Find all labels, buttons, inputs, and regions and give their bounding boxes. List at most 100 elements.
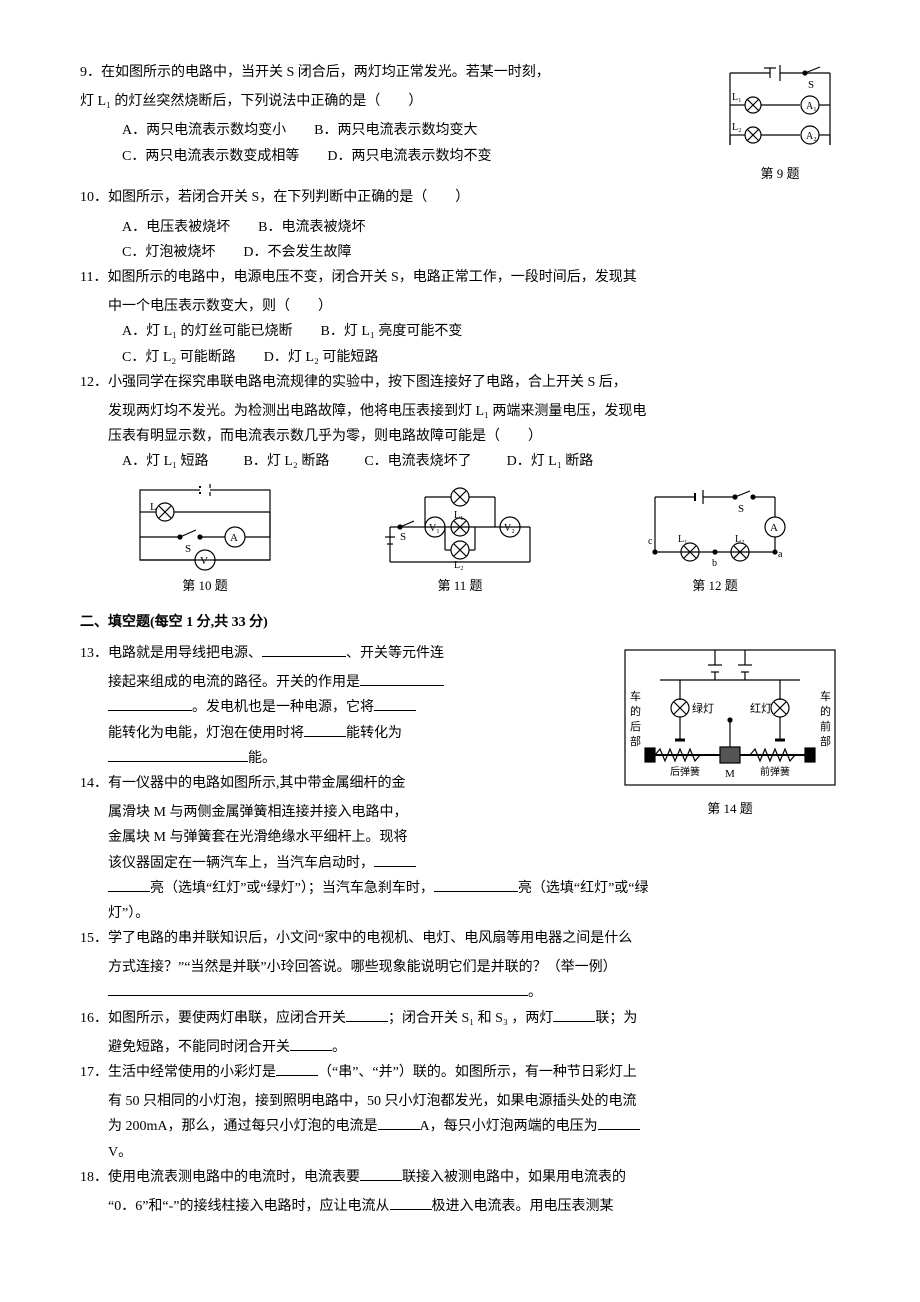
- q13-t5: 能转化为电能，灯泡在使用时将: [108, 726, 304, 741]
- q11-figure-label: 第 11 题: [437, 574, 482, 597]
- q11-text-a: 如图所示的电路中，电源电压不变，闭合开关 S，电路正常工作，一段时间后，发现其: [107, 270, 636, 285]
- q15-t3: 。: [528, 985, 542, 1000]
- svg-text:前: 前: [820, 719, 831, 733]
- svg-text:L₁: L₁: [732, 92, 742, 103]
- q11-text-b: 中一个电压表示数变大，则（ ）: [80, 294, 840, 319]
- section2-title: 二、填空题(每空 1 分,共 33 分): [80, 610, 840, 635]
- blank: [360, 671, 444, 686]
- svg-text:后: 后: [630, 720, 641, 733]
- q14-t6: 亮（选填“红灯”或“绿: [518, 881, 649, 896]
- q9-figure-label: 第 9 题: [760, 162, 799, 185]
- q15: 15．学了电路的串并联知识后，小文问“家中的电视机、电灯、电风扇等用电器之间是什…: [80, 926, 840, 951]
- q9-text-a: 在如图所示的电路中，当开关 S 闭合后，两灯均正常发光。若某一时刻，: [101, 65, 550, 80]
- q10-optC: C．灯泡被烧坏: [122, 240, 215, 265]
- svg-text:部: 部: [630, 734, 641, 748]
- q9-optA: A．两只电流表示数均变小: [122, 118, 286, 143]
- q11-options-row2: C．灯 L₂ 可能断路 D．灯 L₂ 可能短路: [80, 345, 840, 370]
- q10: 10．如图所示，若闭合开关 S，在下列判断中正确的是（ ）: [80, 185, 840, 210]
- q14-t7: 灯”）。: [80, 901, 840, 926]
- q14-t5: 亮（选填“红灯”或“绿灯”）；当汽车急刹车时，: [150, 881, 434, 896]
- blank: [108, 747, 248, 762]
- svg-text:的: 的: [820, 704, 831, 718]
- svg-text:车: 车: [630, 689, 641, 703]
- svg-text:V₂: V₂: [504, 523, 515, 534]
- q17-t5: A，每只小灯泡两端的电压为: [420, 1119, 598, 1134]
- svg-text:S: S: [185, 543, 191, 555]
- q13-t2: 、开关等元件连: [346, 646, 444, 661]
- q17-t1: 生活中经常使用的小彩灯是: [108, 1065, 276, 1080]
- q12-circuit-svg: S A c b a L₁ L₂: [640, 482, 790, 572]
- q17-line3: 为 200mA，那么，通过每只小灯泡的电流是 A，每只小灯泡两端的电压为: [80, 1114, 840, 1139]
- q9-optD: D．两只电流表示数均不变: [327, 144, 491, 169]
- svg-text:红灯: 红灯: [750, 702, 772, 715]
- q14-line4: 该仪器固定在一辆汽车上，当汽车启动时，: [80, 851, 840, 876]
- blank: [598, 1115, 640, 1130]
- q15-line3: 。: [80, 980, 840, 1005]
- q15-t2: 方式连接？”“当然是并联”小玲回答说。哪些现象能说明它们是并联的？（举一例）: [80, 955, 840, 980]
- q10-options-row2: C．灯泡被烧坏 D．不会发生故障: [80, 240, 840, 265]
- svg-text:L: L: [150, 501, 157, 513]
- svg-text:后弹簧: 后弹簧: [670, 765, 700, 778]
- q13-t3: 接起来组成的电流的路径。开关的作用是: [108, 675, 360, 690]
- svg-text:S: S: [808, 79, 814, 91]
- q16-t5: 。: [332, 1040, 346, 1055]
- svg-text:部: 部: [820, 734, 831, 748]
- q14-circuit-svg: 绿灯 红灯 M 后弹簧 前弹簧 车 的 后 部 车 的: [620, 645, 840, 795]
- q14-t1: 有一仪器中的电路如图所示,其中带金属细杆的金: [108, 776, 406, 791]
- q10-figure-label: 第 10 题: [182, 574, 228, 597]
- q16-t4: 避免短路，不能同时闭合开关: [108, 1040, 290, 1055]
- q12-optB: B．灯 L₂ 断路: [244, 449, 330, 474]
- svg-text:A₁: A₁: [806, 101, 817, 112]
- q13-t6: 能转化为: [346, 726, 402, 741]
- blank: [374, 852, 416, 867]
- q18-t3: “0．6”和“-”的接线柱接入电路时，应让电流从: [108, 1199, 390, 1214]
- blank: [346, 1007, 388, 1022]
- q12-optD: D．灯 L₁ 断路: [507, 449, 594, 474]
- svg-text:的: 的: [630, 704, 641, 718]
- blank: [378, 1115, 420, 1130]
- svg-text:S: S: [400, 531, 406, 543]
- q11-num: 11．: [80, 270, 107, 285]
- q9-options-row1: A．两只电流表示数均变小 B．两只电流表示数均变大: [80, 118, 710, 143]
- svg-text:A: A: [230, 532, 238, 544]
- q13-t7: 能。: [248, 751, 276, 766]
- q11-optD: D．灯 L₂ 可能短路: [264, 345, 379, 370]
- q13-t1: 电路就是用导线把电源、: [108, 646, 262, 661]
- q9-optB: B．两只电流表示数均变大: [314, 118, 477, 143]
- q10-circuit-svg: L S A V: [130, 482, 280, 572]
- svg-text:M: M: [725, 768, 735, 780]
- q12-num: 12．: [80, 375, 108, 390]
- svg-text:a: a: [778, 549, 783, 560]
- svg-text:A: A: [770, 522, 778, 534]
- q16-t2: ；闭合开关 S₁ 和 S₃ ，两灯: [388, 1011, 553, 1026]
- q11-optC: C．灯 L₂ 可能断路: [122, 345, 236, 370]
- svg-text:b: b: [712, 558, 717, 569]
- svg-text:L₂: L₂: [735, 534, 745, 545]
- q10-figure: L S A V 第 10 题: [130, 482, 280, 597]
- q14-num: 14．: [80, 776, 108, 791]
- q17-t2: （“串”、“并”）联的。如图所示，有一种节日彩灯上: [318, 1065, 637, 1080]
- q16-line2: 避免短路，不能同时闭合开关 。: [80, 1035, 840, 1060]
- q10-optA: A．电压表被烧坏: [122, 215, 230, 240]
- q18-num: 18．: [80, 1170, 108, 1185]
- q10-text: 如图所示，若闭合开关 S，在下列判断中正确的是（ ）: [108, 190, 469, 205]
- blank: [553, 1007, 595, 1022]
- blank: [108, 696, 192, 711]
- q10-options-row1: A．电压表被烧坏 B．电流表被烧坏: [80, 215, 840, 240]
- q12-text-b: 发现两灯均不发光。为检测出电路故障，他将电压表接到灯 L₁ 两端来测量电压，发现…: [80, 399, 840, 424]
- svg-text:L₂: L₂: [732, 122, 742, 133]
- svg-text:V₁: V₁: [429, 523, 440, 534]
- q17-t4: 为 200mA，那么，通过每只小灯泡的电流是: [108, 1119, 378, 1134]
- q16-num: 16．: [80, 1011, 108, 1026]
- q12-options-row: A．灯 L₁ 短路 B．灯 L₂ 断路 C．电流表烧坏了 D．灯 L₁ 断路: [80, 449, 840, 474]
- blank: [390, 1195, 432, 1210]
- q12-optC: C．电流表烧坏了: [364, 449, 471, 474]
- q17: 17．生活中经常使用的小彩灯是（“串”、“并”）联的。如图所示，有一种节日彩灯上: [80, 1060, 840, 1085]
- blank: [304, 722, 346, 737]
- figures-10-11-12: L S A V 第 10 题: [80, 482, 840, 597]
- q16: 16．如图所示，要使两灯串联，应闭合开关；闭合开关 S₁ 和 S₃ ，两灯联；为: [80, 1006, 840, 1031]
- blank: [276, 1061, 318, 1076]
- q11: 11．如图所示的电路中，电源电压不变，闭合开关 S，电路正常工作，一段时间后，发…: [80, 265, 840, 290]
- q11-optA: A．灯 L₁ 的灯丝可能已烧断: [122, 319, 293, 344]
- q9-optC: C．两只电流表示数变成相等: [122, 144, 299, 169]
